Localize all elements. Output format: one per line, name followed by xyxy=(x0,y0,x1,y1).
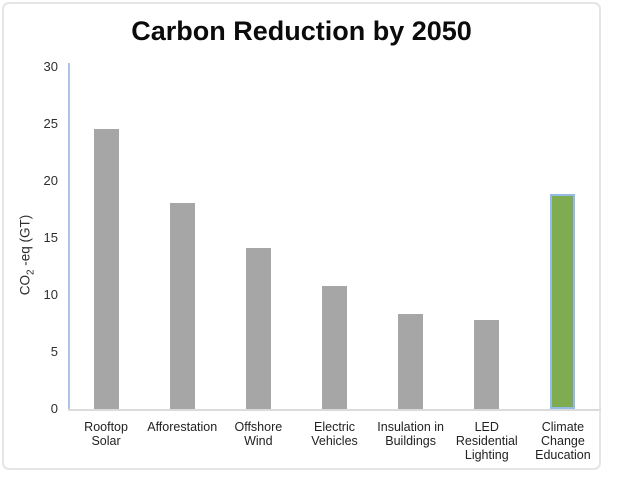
x-label-offshore-wind: Offshore Wind xyxy=(234,420,283,448)
x-label-led-residential-lighting: LED Residential Lighting xyxy=(455,420,518,462)
chart-title: Carbon Reduction by 2050 xyxy=(131,16,472,46)
y-tick-label-25: 25 xyxy=(43,116,58,131)
bar-electric-vehicles xyxy=(322,285,347,409)
bar-rooftop-solar xyxy=(93,128,119,409)
x-label-insulation-in-buildings: Insulation in Buildings xyxy=(377,420,444,448)
bar-offshore-wind xyxy=(245,248,271,409)
x-axis-line xyxy=(68,409,601,411)
y-tick-label-0: 0 xyxy=(50,401,58,416)
bar-led-residential-lighting xyxy=(474,320,500,409)
x-axis-labels: Rooftop Solar Afforestation Offshore Wind E… xyxy=(68,420,601,468)
plot-area xyxy=(68,67,601,409)
y-tick-label-5: 5 xyxy=(50,344,58,359)
x-label-afforestation: Afforestation xyxy=(147,420,218,434)
x-label-electric-vehicles: Electric Vehicles xyxy=(311,420,358,448)
y-axis-tick-labels: 0 5 10 15 20 25 30 xyxy=(0,59,58,416)
y-tick-label-15: 15 xyxy=(43,230,58,245)
bar-insulation-in-buildings xyxy=(398,314,424,409)
y-tick-label-10: 10 xyxy=(43,287,58,302)
y-axis-line xyxy=(68,63,70,410)
bar-climate-change-education xyxy=(550,193,576,409)
y-tick-label-20: 20 xyxy=(43,173,58,188)
x-label-climate-change-education: Climate Change Education xyxy=(535,420,591,462)
y-tick-label-30: 30 xyxy=(43,59,58,74)
bar-afforestation xyxy=(169,202,195,409)
x-label-rooftop-solar: Rooftop Solar xyxy=(84,420,128,448)
